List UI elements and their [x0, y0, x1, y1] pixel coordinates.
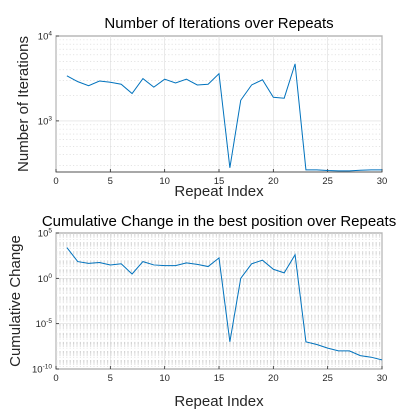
x-tick-label: 15	[214, 176, 225, 187]
y-tick-label: 100	[38, 273, 53, 285]
ticks: 10-10 10-5 100 105 0 5 10 15 20 25 30	[32, 228, 387, 385]
chart-title: Cumulative Change in the best position o…	[42, 213, 396, 230]
x-tick-label: 25	[322, 176, 333, 187]
y-tick-label: 10-5	[36, 318, 53, 330]
x-tick-label: 5	[108, 373, 113, 384]
x-tick-label: 5	[108, 176, 113, 187]
x-tick-label: 30	[377, 373, 388, 384]
subplot-cumulative-change: Cumulative Change in the best position o…	[7, 213, 396, 410]
x-tick-label: 15	[214, 373, 225, 384]
y-tick-label: 10-10	[32, 364, 52, 376]
series-line	[66, 247, 383, 361]
chart-title: Number of Iterations over Repeats	[104, 15, 333, 32]
y-axis-label: Cumulative Change	[7, 235, 24, 367]
x-tick-label: 30	[377, 176, 388, 187]
y-axis-label: Number of Iterations	[15, 36, 32, 172]
x-tick-label: 10	[159, 373, 170, 384]
subplot-iterations: Number of Iterations over Repeats 103 104…	[15, 15, 387, 200]
series-line	[66, 63, 382, 172]
y-tick-label: 105	[38, 228, 53, 240]
x-tick-label: 20	[268, 176, 279, 187]
x-tick-label: 20	[268, 373, 279, 384]
x-tick-label: 0	[53, 373, 58, 384]
grid	[55, 35, 383, 172]
x-axis-label: Repeat Index	[174, 183, 264, 200]
x-tick-label: 10	[159, 176, 170, 187]
x-tick-label: 25	[322, 373, 333, 384]
y-tick-label: 103	[38, 115, 53, 127]
x-tick-label: 0	[53, 176, 58, 187]
ticks: 103 104 0 5 10 15 20 25 30	[38, 31, 387, 188]
x-axis-label: Repeat Index	[174, 393, 264, 410]
y-tick-label: 104	[38, 31, 53, 43]
